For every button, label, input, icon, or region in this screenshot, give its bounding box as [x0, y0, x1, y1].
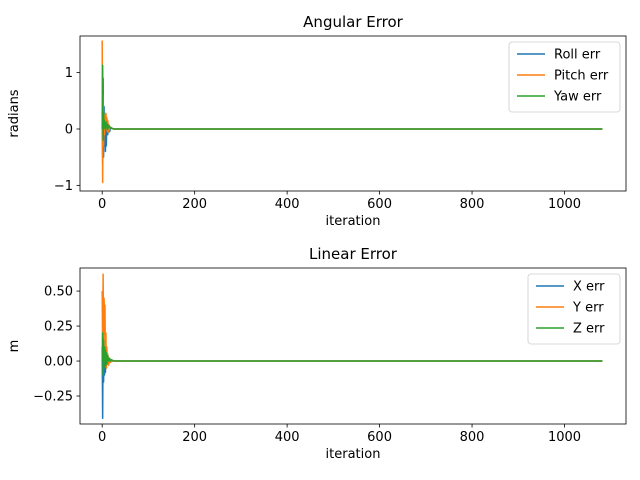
y-tick-label: 1 [65, 66, 73, 81]
chart-title: Angular Error [303, 13, 403, 31]
legend-label: Pitch err [554, 69, 609, 84]
x-tick-label: 200 [182, 197, 207, 212]
legend-label: Yaw err [553, 90, 602, 105]
plot-frame [79, 267, 627, 425]
y-axis-label: m [7, 340, 22, 353]
legend-label: Roll err [554, 48, 601, 63]
x-tick-label: 800 [460, 430, 485, 445]
x-tick-label: 800 [460, 197, 485, 212]
x-tick-label: 400 [275, 430, 300, 445]
x-tick-label: 0 [98, 430, 106, 445]
series-line-yaw-err [101, 64, 603, 142]
angular-error-chart: 0 200 400 600 800 1000 −1 0 1 Angular Error iterat… [7, 13, 627, 229]
y-tick-label: 0.00 [44, 355, 73, 370]
x-tick-label: 600 [367, 197, 392, 212]
y-tick-label: 0.50 [44, 285, 73, 300]
x-axis-label: iteration [326, 214, 381, 229]
plot-frame [79, 35, 627, 192]
x-axis-label: iteration [326, 447, 381, 462]
legend-label: Y err [572, 301, 604, 316]
y-tick-label: 0.25 [44, 320, 73, 335]
x-tick-label: 1000 [548, 197, 581, 212]
x-tick-label: 400 [275, 197, 300, 212]
y-axis-label: radians [7, 89, 22, 137]
legend-box [527, 273, 621, 345]
x-tick-label: 1000 [548, 430, 581, 445]
x-tick-label: 0 [98, 197, 106, 212]
linear-error-chart: 0 200 400 600 800 1000 −0.25 0.00 0.25 0.50 Linear… [7, 245, 627, 462]
legend-label: X err [573, 280, 605, 295]
x-tick-label: 600 [367, 430, 392, 445]
chart-title: Linear Error [309, 245, 398, 263]
y-tick-label: −0.25 [33, 390, 73, 405]
x-tick-label: 200 [182, 430, 207, 445]
legend-label: Z err [573, 322, 605, 337]
y-tick-label: 0 [65, 123, 73, 138]
series-line-z-err [101, 332, 603, 376]
legend-box [508, 41, 621, 113]
y-tick-label: −1 [54, 179, 73, 194]
